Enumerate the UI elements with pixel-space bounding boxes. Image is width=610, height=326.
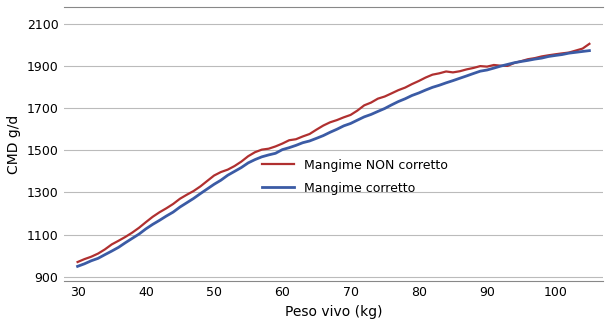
Line: Mangime corretto: Mangime corretto: [77, 51, 589, 266]
Mangime NON corretto: [401, 86, 409, 90]
Mangime NON corretto: [483, 65, 490, 68]
Mangime NON corretto: [121, 235, 129, 239]
Mangime NON corretto: [251, 150, 259, 154]
Mangime corretto: [415, 91, 423, 95]
Mangime corretto: [340, 124, 347, 128]
Y-axis label: CMD g/d: CMD g/d: [7, 114, 21, 173]
Mangime corretto: [251, 158, 259, 162]
X-axis label: Peso vivo (kg): Peso vivo (kg): [285, 305, 382, 319]
Mangime corretto: [586, 49, 593, 52]
Mangime corretto: [483, 68, 490, 72]
Line: Mangime NON corretto: Mangime NON corretto: [77, 44, 589, 262]
Mangime NON corretto: [340, 115, 347, 119]
Legend: Mangime NON corretto, Mangime corretto: Mangime NON corretto, Mangime corretto: [257, 154, 453, 200]
Mangime NON corretto: [415, 79, 423, 83]
Mangime NON corretto: [74, 260, 81, 264]
Mangime corretto: [74, 264, 81, 268]
Mangime corretto: [121, 241, 129, 245]
Mangime NON corretto: [586, 42, 593, 46]
Mangime corretto: [401, 97, 409, 101]
